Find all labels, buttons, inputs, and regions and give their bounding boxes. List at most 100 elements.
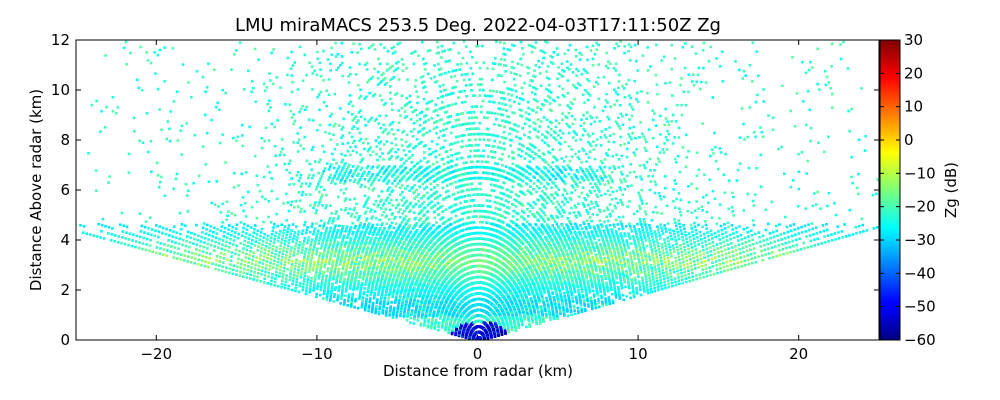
radar-gate (317, 93, 321, 96)
radar-gate (383, 267, 386, 271)
radar-gate (376, 252, 380, 255)
radar-gate (360, 254, 363, 258)
radar-gate (299, 185, 303, 188)
radar-gate (203, 264, 207, 268)
radar-gate (180, 223, 184, 226)
radar-gate (389, 272, 393, 276)
radar-gate (339, 276, 343, 279)
radar-gate (385, 274, 388, 278)
radar-gate (406, 313, 410, 316)
radar-gate (232, 186, 236, 189)
radar-gate (210, 243, 213, 247)
radar-gate (382, 272, 385, 276)
radar-gate (367, 270, 370, 274)
radar-gate (402, 129, 406, 133)
radar-gate (421, 134, 424, 137)
radar-gate (308, 61, 311, 65)
radar-gate (442, 145, 445, 149)
radar-gate (418, 294, 421, 298)
radar-gate (212, 230, 215, 234)
radar-gate (321, 259, 324, 262)
radar-gate (258, 238, 262, 241)
radar-gate (127, 243, 130, 247)
radar-gate (354, 299, 357, 303)
radar-gate (441, 216, 445, 219)
radar-gate (381, 275, 384, 279)
radar-gate (360, 305, 364, 309)
radar-gate (336, 177, 339, 181)
radar-gate (389, 263, 392, 266)
radar-gate (340, 240, 344, 244)
radar-gate (373, 249, 377, 253)
radar-gate (374, 310, 377, 313)
radar-gate (122, 46, 126, 50)
radar-gate (320, 219, 323, 222)
radar-gate (204, 232, 208, 236)
radar-gate (330, 163, 333, 166)
radar-gate (447, 224, 450, 228)
radar-gate (366, 272, 370, 275)
radar-gate (376, 166, 379, 169)
radar-gate (204, 255, 208, 259)
radar-gate (306, 275, 310, 279)
radar-gate (350, 298, 354, 302)
radar-gate (333, 254, 336, 258)
radar-gate (340, 293, 344, 296)
radar-gate (251, 235, 255, 238)
radar-gate (280, 241, 283, 244)
radar-gate (190, 231, 193, 235)
radar-gate (418, 123, 422, 127)
radar-gate (426, 324, 430, 327)
radar-gate (250, 242, 253, 246)
radar-gate (249, 277, 252, 280)
radar-gate (386, 285, 389, 289)
radar-gate (345, 283, 349, 287)
radar-gate (331, 219, 335, 223)
radar-gate (319, 68, 322, 71)
radar-gate (238, 249, 241, 253)
radar-gate (266, 234, 270, 238)
radar-gate (400, 164, 403, 168)
radar-gate (231, 272, 235, 276)
radar-gate (319, 198, 322, 202)
radar-gate (427, 160, 430, 163)
radar-gate (213, 203, 217, 206)
radar-gate (313, 69, 316, 73)
radar-gate (243, 263, 246, 267)
radar-gate (394, 249, 398, 252)
radar-gate (163, 80, 166, 83)
radar-gate (438, 107, 442, 111)
radar-gate (425, 108, 428, 111)
radar-gate (278, 275, 281, 278)
radar-gate (338, 285, 341, 288)
radar-gate (395, 62, 398, 65)
radar-gate (282, 153, 286, 157)
radar-gate (341, 166, 345, 170)
radar-gate (214, 267, 217, 271)
radar-gate (422, 151, 426, 154)
radar-gate (195, 243, 199, 247)
radar-gate (132, 116, 136, 120)
radar-gate (310, 256, 313, 260)
radar-gate (287, 287, 290, 291)
radar-gate (359, 244, 362, 248)
radar-gate (251, 238, 254, 242)
radar-gate (354, 168, 358, 172)
radar-gate (430, 321, 434, 325)
radar-gate (372, 241, 376, 245)
radar-gate (385, 214, 388, 217)
radar-gate (281, 276, 285, 279)
radar-gate (372, 203, 376, 206)
radar-gate (372, 264, 376, 267)
radar-gate (351, 243, 355, 247)
radar-gate (312, 266, 315, 269)
radar-gate (305, 260, 309, 263)
radar-gate (286, 230, 289, 234)
radar-gate (386, 260, 389, 263)
radar-gate (434, 120, 437, 124)
radar-gate (409, 298, 413, 302)
radar-gate (261, 262, 265, 265)
radar-gate (239, 203, 243, 207)
radar-gate (292, 254, 295, 257)
radar-gate (288, 159, 292, 162)
